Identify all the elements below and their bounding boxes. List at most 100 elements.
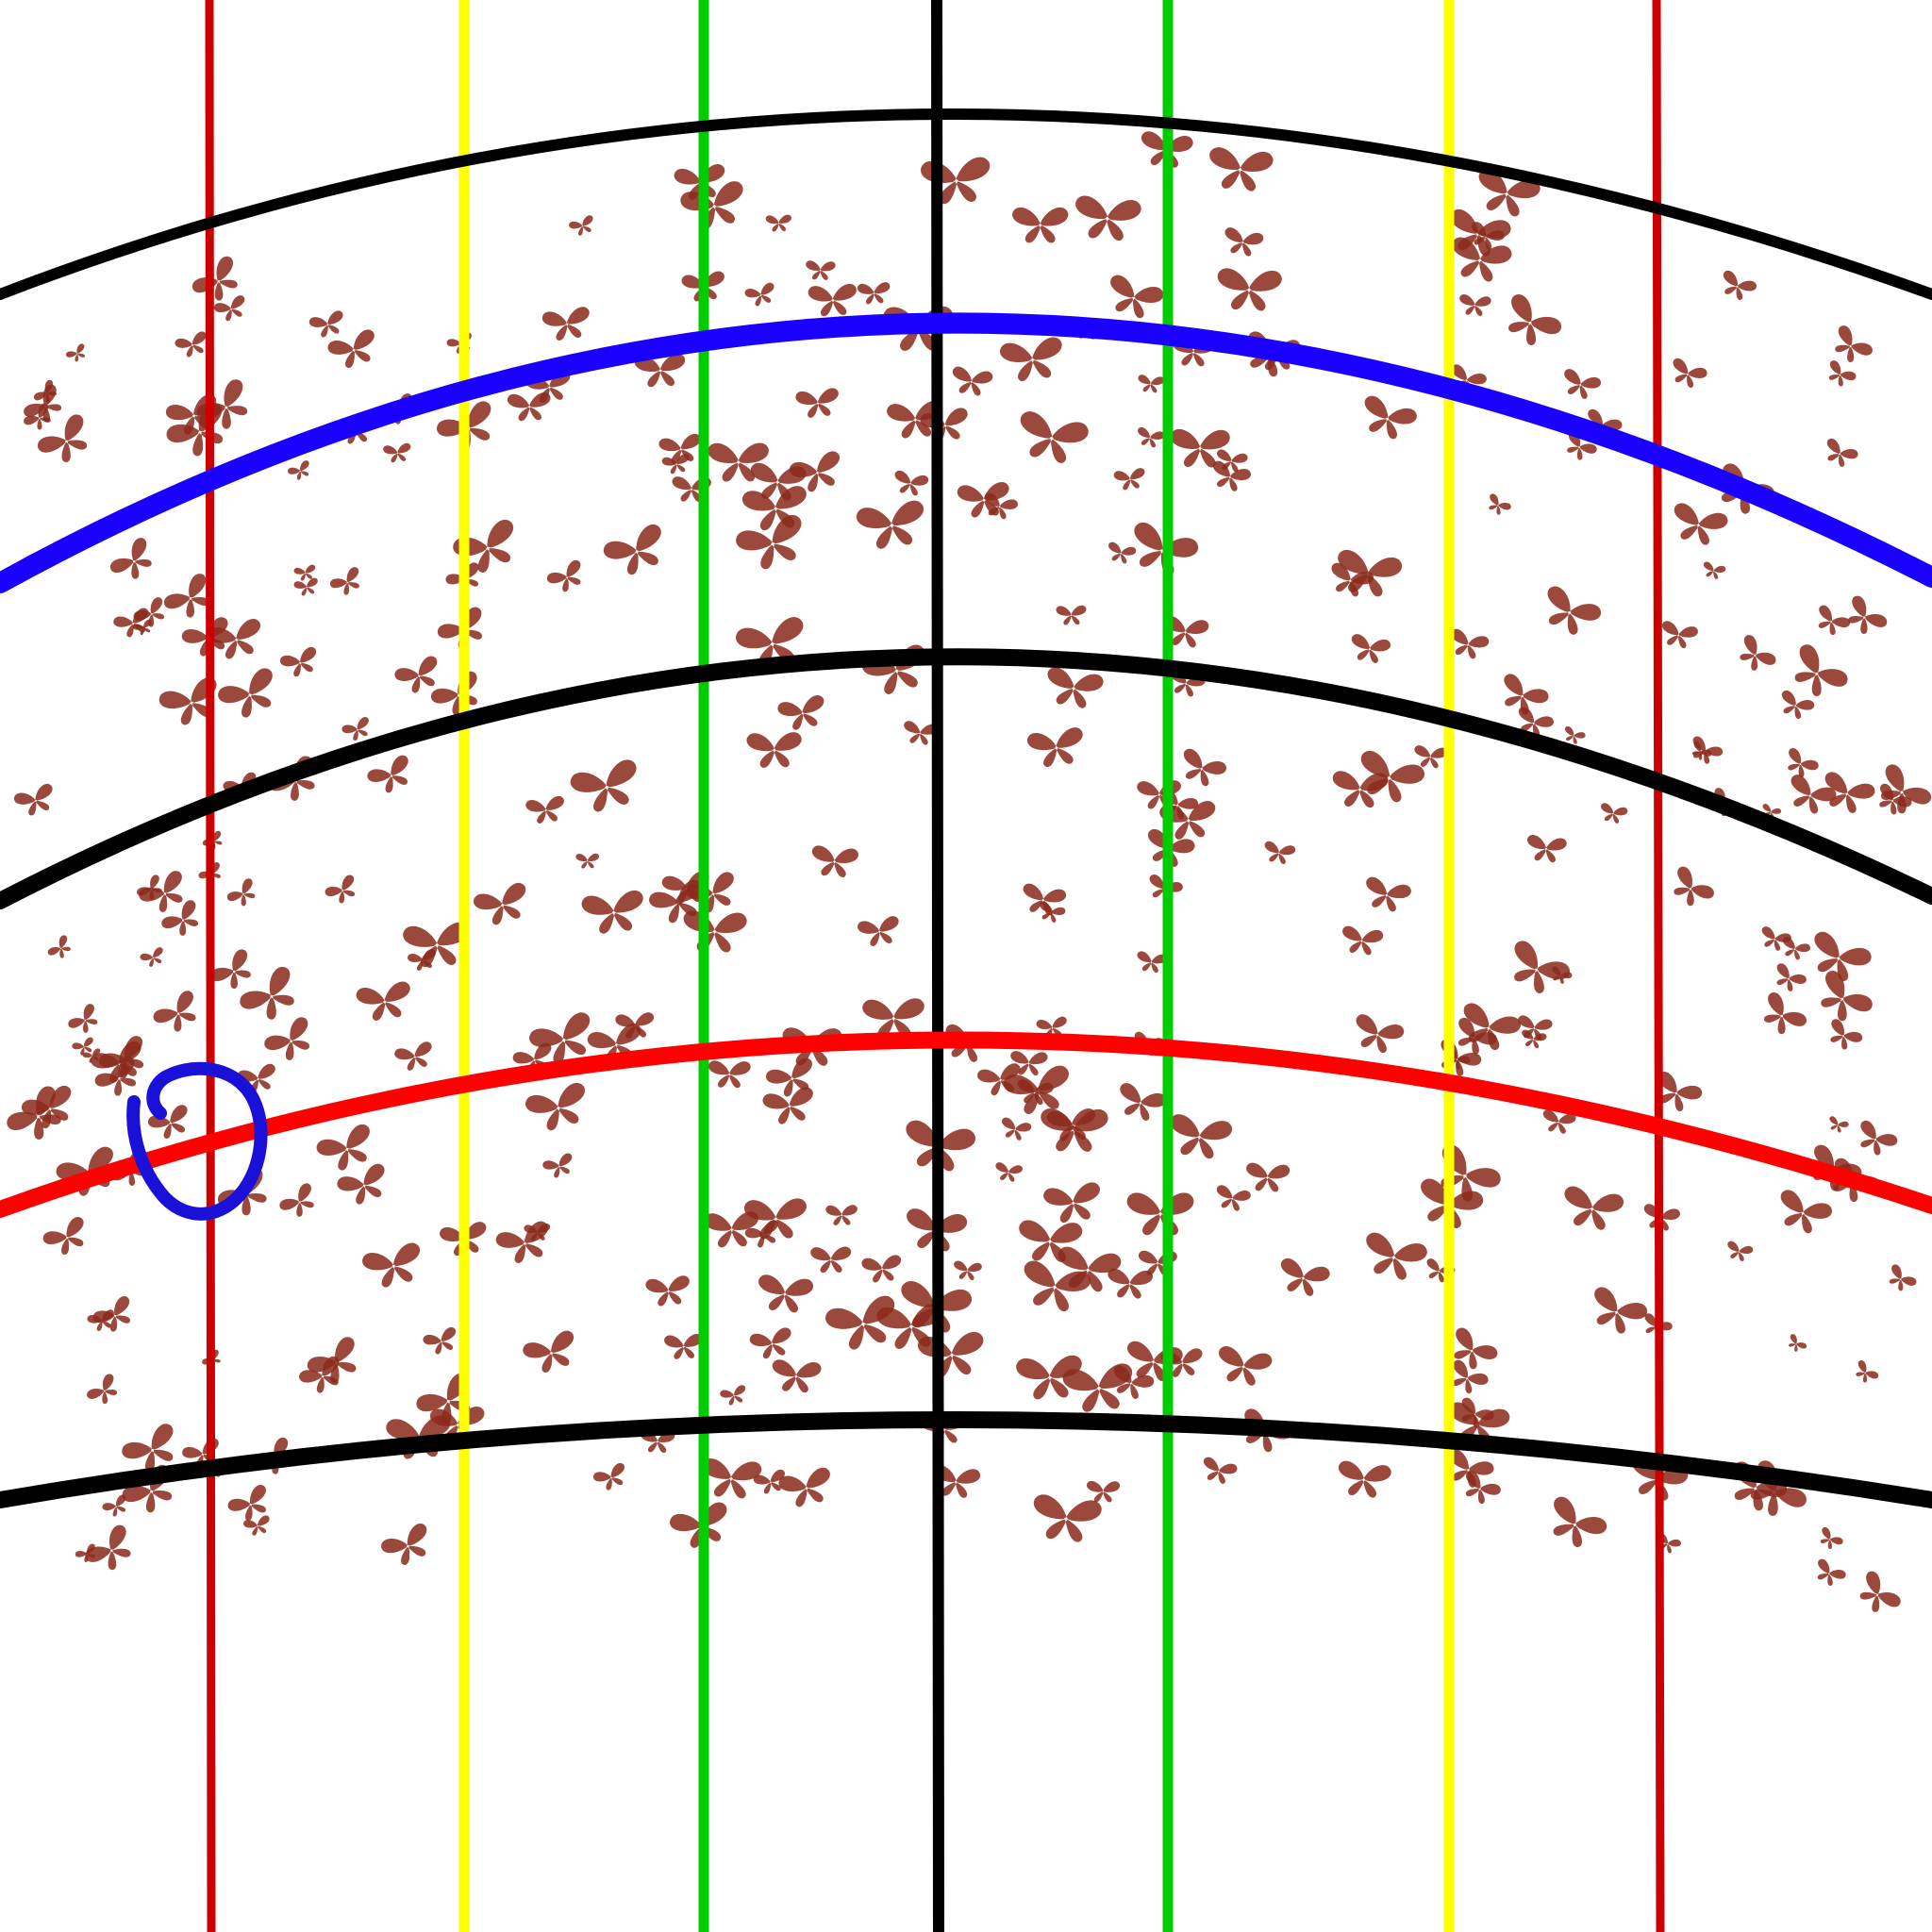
butterfly-icon: [1056, 605, 1087, 625]
butterfly-icon: [1349, 1012, 1406, 1058]
butterfly-icon: [1134, 426, 1166, 450]
butterfly-icon: [825, 1205, 858, 1226]
butterfly-icon: [1540, 1493, 1610, 1556]
butterfly-icon: [805, 260, 836, 281]
butterfly-icon: [393, 1040, 437, 1074]
butterfly-icon: [857, 915, 903, 949]
middle-black-arc: [0, 648, 1932, 909]
butterfly-icon: [580, 889, 647, 937]
butterfly-icon: [1869, 761, 1932, 824]
butterfly-icon: [1106, 1268, 1154, 1300]
butterfly-icon: [575, 853, 600, 869]
butterfly-icon: [809, 844, 859, 879]
butterfly-icon: [1123, 1340, 1184, 1384]
butterfly-icon: [1524, 834, 1568, 864]
butterfly-icon: [998, 1116, 1033, 1143]
butterfly-icon: [208, 946, 260, 997]
butterfly-icon: [139, 946, 168, 970]
butterfly-icon: [1731, 632, 1778, 678]
butterfly-icon: [949, 365, 994, 398]
butterfly-icon: [1664, 864, 1717, 914]
butterfly-icon: [1105, 541, 1138, 566]
butterfly-icon: [998, 336, 1066, 384]
butterfly-icon: [1850, 1358, 1880, 1388]
butterfly-icon: [1810, 1557, 1848, 1591]
butterfly-icon: [355, 980, 415, 1024]
butterfly-icon: [678, 179, 751, 234]
butterfly-icon: [286, 458, 314, 483]
butterfly-icon: [1221, 226, 1265, 259]
butterfly-icon: [541, 1152, 577, 1181]
butterfly-icon: [323, 873, 362, 908]
butterfly-icon: [278, 645, 323, 681]
butterfly-icon: [1519, 1028, 1548, 1050]
butterfly-icon: [1113, 467, 1147, 491]
butterfly-icon: [108, 535, 161, 588]
butterfly-icon: [41, 1214, 94, 1261]
butterfly-icon: [700, 1457, 762, 1500]
butterfly-icon: [1360, 875, 1413, 915]
butterfly-icon: [1112, 1081, 1169, 1125]
butterfly-icon: [794, 387, 841, 420]
butterfly-icon: [1042, 666, 1105, 711]
butterfly-icon: [756, 1274, 814, 1315]
butterfly-icon: [541, 306, 593, 343]
butterfly-icon: [1883, 1262, 1919, 1296]
butterfly-icon: [325, 327, 382, 373]
butterfly-icon: [1500, 938, 1574, 1003]
butterfly-icon: [1174, 746, 1229, 791]
butterfly-icon: [422, 1325, 461, 1357]
butterfly-icon: [1274, 1257, 1332, 1300]
butterfly-icon: [1754, 990, 1809, 1042]
butterfly-icon: [746, 731, 803, 769]
butterfly-icon: [328, 565, 367, 600]
butterfly-icon: [157, 675, 226, 731]
butterfly-icon: [1774, 689, 1816, 724]
butterfly-icon: [1347, 633, 1392, 666]
butterfly-icon: [64, 342, 90, 365]
butterfly-icon: [776, 1466, 837, 1510]
butterfly-field: [3, 130, 1932, 1622]
butterfly-icon: [920, 156, 993, 207]
butterfly-icon: [1851, 1118, 1900, 1161]
butterfly-icon: [993, 1161, 1024, 1184]
butterfly-icon: [1358, 1230, 1429, 1285]
butterfly-icon: [150, 988, 207, 1040]
butterfly-icon: [1657, 620, 1699, 651]
butterfly-icon: [663, 1333, 704, 1360]
butterfly-icon: [765, 214, 792, 232]
butterfly-icon: [365, 753, 418, 799]
butterfly-icon: [1213, 1344, 1274, 1389]
butterfly-icon: [952, 1260, 983, 1282]
butterfly-icon: [472, 880, 534, 930]
marker-layer: [126, 1061, 268, 1221]
butterfly-icon: [1198, 1456, 1239, 1487]
butterfly-icon: [1244, 1162, 1291, 1193]
butterfly-icon: [292, 576, 321, 598]
butterfly-icon: [1261, 840, 1296, 866]
butterfly-icon: [1871, 781, 1914, 820]
butterfly-icon: [261, 1014, 321, 1068]
hand-drawn-circle: [126, 1061, 268, 1221]
butterfly-icon: [360, 1241, 427, 1291]
butterfly-icon: [1206, 146, 1274, 193]
butterfly-icon: [860, 1254, 904, 1284]
butterfly-icon: [1815, 1525, 1845, 1554]
butterfly-icon: [215, 665, 285, 725]
butterfly-icon: [1558, 1185, 1625, 1234]
butterfly-icon: [644, 1274, 692, 1307]
butterfly-icon: [1136, 374, 1165, 394]
butterfly-icon: [1535, 583, 1604, 642]
butterfly-icon: [525, 795, 567, 825]
butterfly-icon: [523, 1080, 594, 1136]
butterfly-icon: [1165, 1112, 1234, 1162]
center-black-line: [931, 0, 944, 1932]
butterfly-icon: [378, 1521, 438, 1572]
red-arc: [0, 1031, 1932, 1218]
butterfly-icon: [855, 499, 929, 552]
butterfly-icon: [810, 1246, 852, 1274]
top-black-arc: [0, 108, 1932, 300]
butterfly-icon: [1769, 961, 1808, 996]
outer-right-red-line: [1652, 0, 1665, 1932]
